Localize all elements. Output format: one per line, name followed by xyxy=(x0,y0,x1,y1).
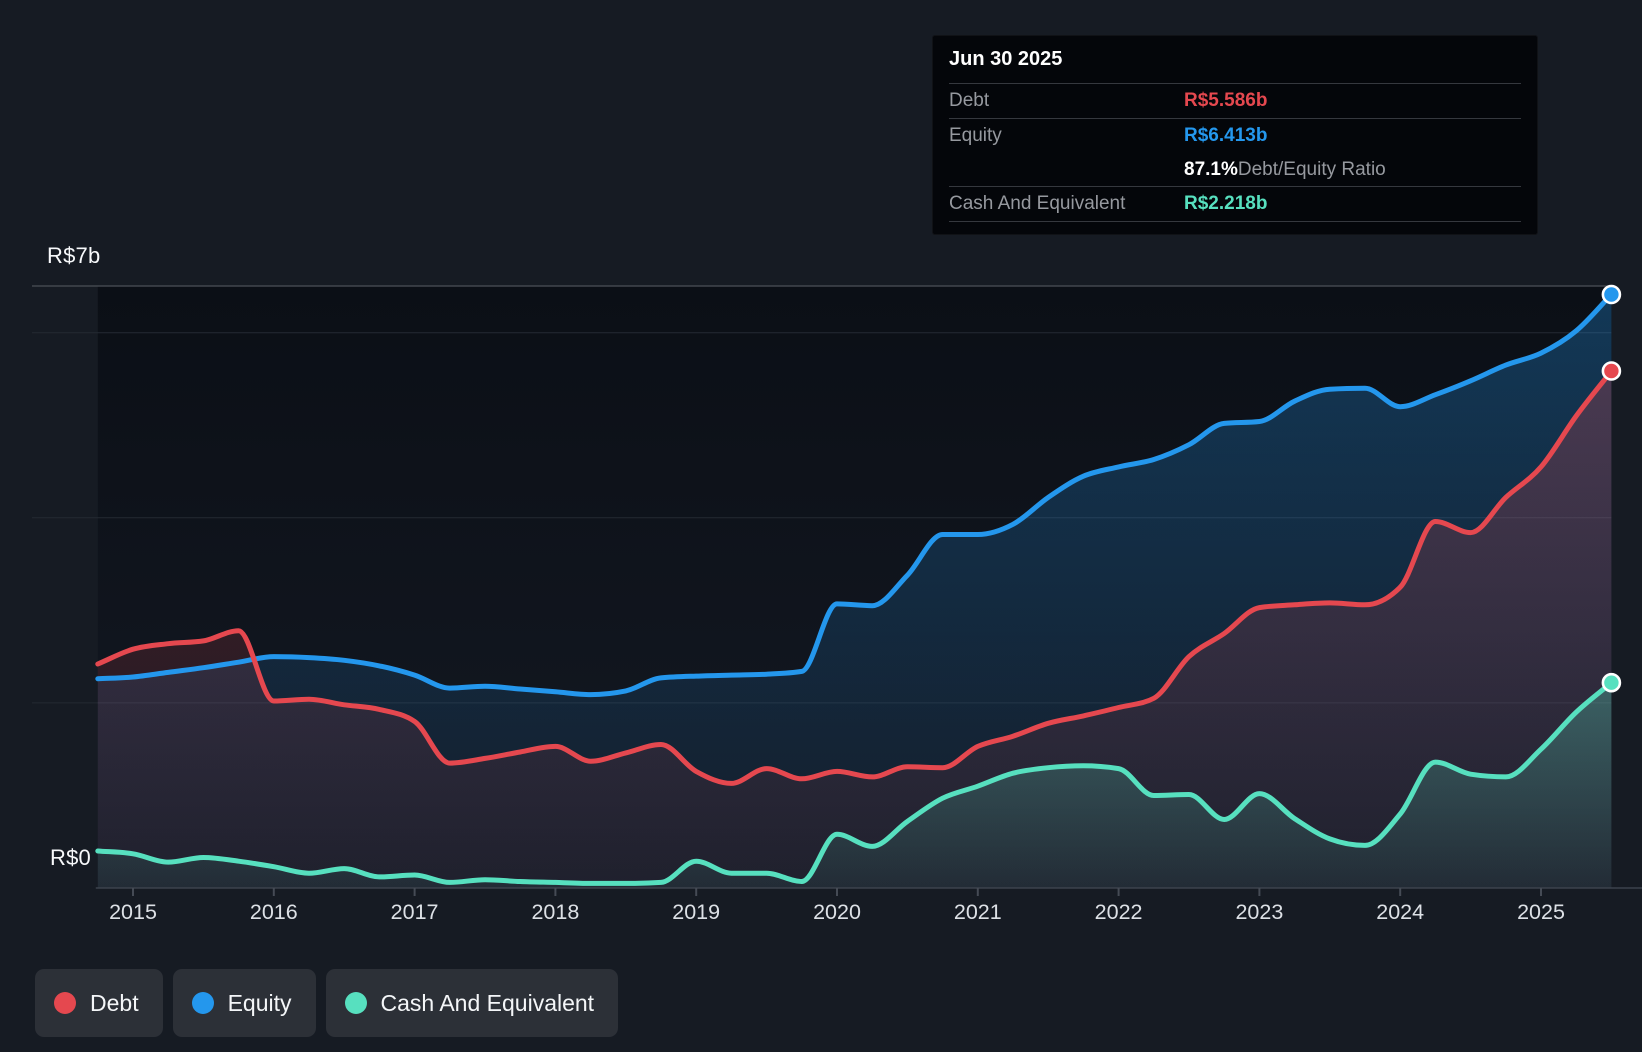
x-tick-label: 2022 xyxy=(1095,900,1143,924)
x-tick-label: 2024 xyxy=(1376,900,1424,924)
cash-line xyxy=(95,680,1614,886)
tooltip-ratio-value: 87.1% xyxy=(1184,158,1238,180)
x-tick-label: 2021 xyxy=(954,900,1002,924)
legend-cash-label: Cash And Equivalent xyxy=(380,989,595,1016)
y-axis-zero-label: R$0 xyxy=(50,845,91,870)
tooltip-equity-value: R$6.413b xyxy=(1184,125,1268,146)
tooltip-cash-value: R$2.218b xyxy=(1184,193,1268,214)
equity-end-dot xyxy=(1601,284,1622,305)
debt-area xyxy=(97,371,1612,888)
x-tick-label: 2016 xyxy=(250,900,298,924)
x-tick-label: 2018 xyxy=(531,900,579,924)
tooltip-row-equity: Equity R$6.413b xyxy=(949,118,1521,153)
equity-line xyxy=(95,292,1614,698)
legend-debt-label: Debt xyxy=(90,989,139,1016)
tooltip-bottom-rule xyxy=(949,221,1521,222)
tooltip-equity-label: Equity xyxy=(949,125,1002,146)
x-tick-label: 2015 xyxy=(109,900,157,924)
equity-dot-icon xyxy=(191,992,214,1014)
tooltip-row-cash: Cash And Equivalent R$2.218b xyxy=(949,186,1521,221)
cash-end-dot xyxy=(1601,672,1622,693)
x-tick-label: 2025 xyxy=(1517,900,1565,924)
cash-area xyxy=(97,682,1612,888)
x-tick-label: 2017 xyxy=(391,900,439,924)
tooltip-row-ratio: 87.1% Debt/Equity Ratio xyxy=(949,153,1521,186)
legend-item-equity[interactable]: Equity xyxy=(172,969,316,1037)
legend: Debt Equity Cash And Equivalent xyxy=(35,969,619,1037)
tooltip-debt-value: R$5.586b xyxy=(1184,90,1268,111)
tooltip-row-debt: Debt R$5.586b xyxy=(949,83,1521,118)
x-tick-label: 2020 xyxy=(813,900,861,924)
tooltip-date: Jun 30 2025 xyxy=(949,48,1063,70)
tooltip-ratio-label: Debt/Equity Ratio xyxy=(1237,158,1386,180)
x-tick-label: 2019 xyxy=(672,900,720,924)
legend-item-debt[interactable]: Debt xyxy=(35,969,163,1037)
y-axis-max-label: R$7b xyxy=(47,243,101,268)
debt-end-dot xyxy=(1601,361,1622,381)
tooltip-debt-label: Debt xyxy=(949,90,990,111)
cash-dot-icon xyxy=(344,992,367,1014)
tooltip-cash-label: Cash And Equivalent xyxy=(949,193,1126,214)
debt-dot-icon xyxy=(54,992,76,1014)
debt-line xyxy=(95,368,1614,786)
hover-tooltip: Jun 30 2025 Debt R$5.586b Equity R$6.413… xyxy=(932,35,1538,235)
x-tick-label: 2023 xyxy=(1235,900,1283,924)
legend-equity-label: Equity xyxy=(227,989,292,1016)
legend-item-cash[interactable]: Cash And Equivalent xyxy=(325,969,619,1037)
